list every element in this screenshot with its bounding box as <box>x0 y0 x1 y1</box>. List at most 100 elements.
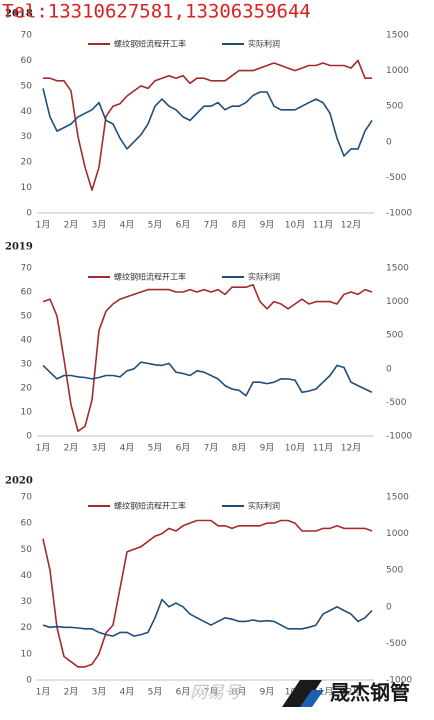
legend-label: 螺纹钢短流程开工率 <box>114 39 186 49</box>
legend-label: 螺纹钢短流程开工率 <box>114 501 186 511</box>
x-tick-label: 1月 <box>36 687 51 698</box>
y2-tick-label: 0 <box>386 364 392 374</box>
y-tick-label: 70 <box>21 31 33 41</box>
y-tick-label: 30 <box>21 597 33 607</box>
legend-label: 实际利润 <box>248 501 280 511</box>
y2-tick-label: -500 <box>386 398 407 408</box>
y-tick-label: 40 <box>21 336 33 346</box>
y-tick-label: 10 <box>21 408 33 418</box>
y-tick-label: 20 <box>21 158 33 168</box>
x-tick-label: 11月 <box>313 687 333 698</box>
y2-tick-label: 1000 <box>386 66 409 76</box>
x-tick-label: 12月 <box>341 687 361 698</box>
chart-title: 2018 <box>5 9 33 20</box>
y2-tick-label: 0 <box>386 602 392 612</box>
x-tick-label: 3月 <box>92 443 107 454</box>
y2-tick-label: -1000 <box>386 676 412 686</box>
x-tick-label: 7月 <box>204 220 219 231</box>
y-tick-label: 0 <box>26 209 32 219</box>
y-tick-label: 20 <box>21 384 33 394</box>
x-tick-label: 11月 <box>313 443 333 454</box>
y2-tick-label: -500 <box>386 639 407 649</box>
y-tick-label: 50 <box>21 81 33 91</box>
y-tick-label: 0 <box>26 432 32 442</box>
y-tick-label: 50 <box>21 312 33 322</box>
chart-title: 2019 <box>5 242 33 253</box>
x-tick-label: 2月 <box>64 687 79 698</box>
x-tick-label: 9月 <box>260 687 275 698</box>
y2-tick-label: 0 <box>386 137 392 147</box>
y2-tick-label: 1000 <box>386 529 409 539</box>
y-tick-label: 10 <box>21 183 33 193</box>
x-tick-label: 2月 <box>64 443 79 454</box>
logo-shape <box>282 680 322 707</box>
x-tick-label: 4月 <box>120 687 135 698</box>
y2-tick-label: 1500 <box>386 493 409 503</box>
y2-tick-label: 1500 <box>386 31 409 41</box>
x-tick-label: 12月 <box>341 220 361 231</box>
x-tick-label: 10月 <box>285 443 305 454</box>
legend-label: 实际利润 <box>248 272 280 282</box>
x-tick-label: 8月 <box>232 443 247 454</box>
y-tick-label: 70 <box>21 493 33 503</box>
series-line <box>42 598 373 637</box>
y2-tick-label: 500 <box>386 102 403 112</box>
y-tick-label: 70 <box>21 264 33 274</box>
y-tick-label: 0 <box>26 676 32 686</box>
x-tick-label: 4月 <box>120 220 135 231</box>
x-tick-label: 9月 <box>260 443 275 454</box>
logo: 晟杰钢管 <box>282 680 410 707</box>
legend-label: 实际利润 <box>248 39 280 49</box>
x-tick-label: 3月 <box>92 687 107 698</box>
x-tick-label: 5月 <box>148 220 163 231</box>
x-tick-label: 6月 <box>176 220 191 231</box>
x-tick-label: 10月 <box>285 220 305 231</box>
y-tick-label: 10 <box>21 649 33 659</box>
y-tick-label: 60 <box>21 519 33 529</box>
y-tick-label: 40 <box>21 571 33 581</box>
x-tick-label: 6月 <box>176 687 191 698</box>
y-tick-label: 60 <box>21 56 33 66</box>
x-tick-label: 1月 <box>36 220 51 231</box>
y-tick-label: 40 <box>21 107 33 117</box>
y2-tick-label: 500 <box>386 566 403 576</box>
y-tick-label: 50 <box>21 545 33 555</box>
charts: 2018010203040506070-1000-500050010001500… <box>5 9 412 698</box>
logo-shape <box>300 690 324 707</box>
y-tick-label: 30 <box>21 360 33 370</box>
watermark: 网易号 <box>190 683 242 703</box>
x-tick-label: 1月 <box>36 443 51 454</box>
y2-tick-label: -500 <box>386 173 407 183</box>
y2-tick-label: 500 <box>386 331 403 341</box>
series-line <box>42 88 373 157</box>
chart-title: 2020 <box>5 476 33 487</box>
x-tick-label: 4月 <box>120 443 135 454</box>
y-tick-label: 20 <box>21 623 33 633</box>
y-tick-label: 30 <box>21 132 33 142</box>
x-tick-label: 8月 <box>232 220 247 231</box>
contact: Tel:13310627581,13306359644 <box>2 1 311 23</box>
x-tick-label: 2月 <box>64 220 79 231</box>
y2-tick-label: -1000 <box>386 432 412 442</box>
x-tick-label: 11月 <box>313 220 333 231</box>
x-tick-label: 12月 <box>341 443 361 454</box>
logo-text: 晟杰钢管 <box>330 681 410 705</box>
y2-tick-label: 1000 <box>386 297 409 307</box>
x-tick-label: 9月 <box>260 220 275 231</box>
x-tick-label: 5月 <box>148 443 163 454</box>
x-tick-label: 7月 <box>204 443 219 454</box>
x-tick-label: 5月 <box>148 687 163 698</box>
legend-label: 螺纹钢短流程开工率 <box>114 272 186 282</box>
series-line <box>43 59 372 191</box>
x-tick-label: 7月 <box>204 687 219 698</box>
x-tick-label: 3月 <box>92 220 107 231</box>
series-line <box>42 519 373 668</box>
y2-tick-label: -1000 <box>386 209 412 219</box>
series-line <box>42 284 373 432</box>
x-tick-label: 8月 <box>232 687 247 698</box>
series-line <box>42 361 373 397</box>
x-tick-label: 6月 <box>176 443 191 454</box>
y2-tick-label: 1500 <box>386 264 409 274</box>
y-tick-label: 60 <box>21 288 33 298</box>
